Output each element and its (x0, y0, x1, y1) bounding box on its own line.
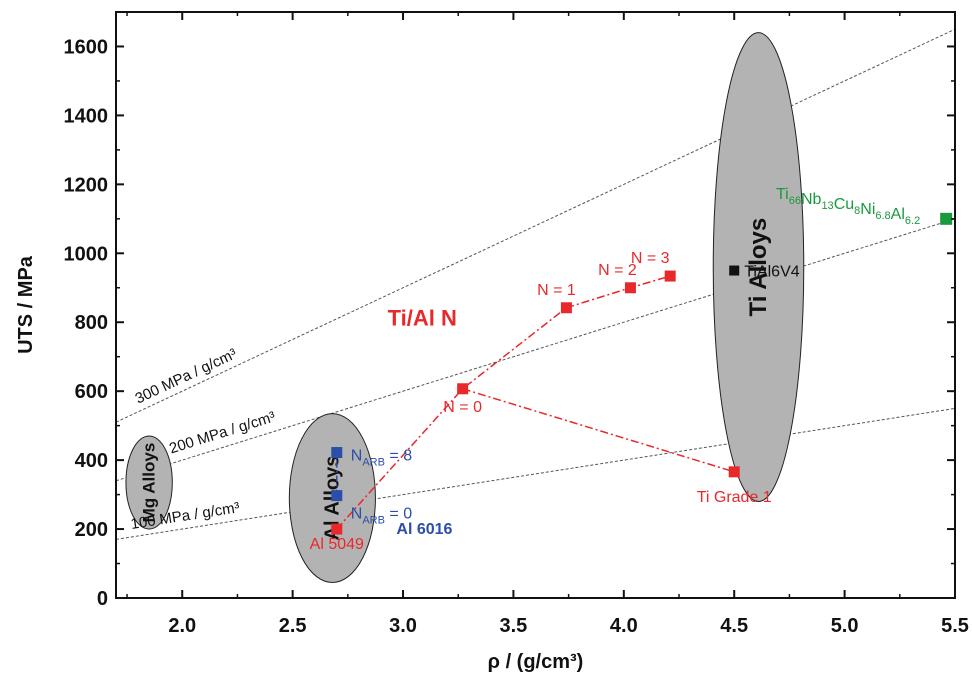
y-tick-label-0: 0 (97, 588, 108, 610)
x-axis-title: ρ / (g/cm³) (488, 651, 584, 673)
point-labels: Al 5049 N = 0 N = 1 N = 2N = 3 Ti Grade 1 NAR… (310, 186, 921, 553)
label-ti66-alloy: Ti66Nb13Cu8Ni6.8Al6.2 (776, 186, 920, 227)
point-ti-al-2 (560, 302, 572, 314)
y-tick-label-1: 200 (75, 519, 108, 541)
point-ti-grade-1 (728, 466, 740, 478)
x-tick-label-3: 3.5 (500, 615, 528, 637)
reference-line-3 (116, 28, 955, 423)
x-tick-label-2: 3.0 (389, 615, 417, 637)
y-tick-label-6: 1200 (64, 174, 109, 196)
reference-lines (116, 28, 955, 540)
label-tial6v4: TiAl6V4 (744, 264, 800, 281)
data-points (331, 212, 953, 535)
axes: 0 200 400 600 800 1000 1200 1400 1600 2.0 2.5 3.0 3.… (64, 11, 969, 637)
x-tick-label-1: 2.5 (279, 615, 307, 637)
label-ti-al-2: N = 1 (537, 282, 576, 299)
label-al-6016-1: NARB = 8 (351, 448, 412, 469)
plot-frame (115, 11, 956, 599)
label-ti-al-4: N = 3 (631, 250, 670, 267)
x-tick-label-7: 5.5 (941, 615, 969, 637)
point-ti-al-3 (624, 282, 636, 294)
reference-line-1 (116, 407, 955, 540)
y-axis-title: UTS / MPa (15, 255, 37, 354)
series-line-ti-grade-branch (462, 388, 735, 473)
y-tick-label-7: 1400 (64, 105, 109, 127)
y-tick-label-8: 1600 (64, 36, 109, 58)
x-tick-label-5: 4.5 (720, 615, 748, 637)
x-tick-label-6: 5.0 (831, 615, 859, 637)
label-al-6016: Al 6016 (396, 521, 452, 538)
label-ti-al-3: N = 2 (598, 262, 637, 279)
reference-line-label-2: 200 MPa / g/cm³ (167, 408, 277, 457)
label-ti-al-0: Al 5049 (310, 536, 364, 553)
point-ti-al-4 (664, 270, 676, 282)
y-tick-label-3: 600 (75, 381, 108, 403)
point-ti66-alloy (940, 212, 953, 225)
region-ti-alloys (712, 32, 805, 502)
x-tick-label-4: 4.0 (610, 615, 638, 637)
region-label-mg-alloys: Mg Alloys (140, 443, 159, 523)
point-ti-al-1 (457, 383, 469, 395)
x-tick-label-0: 2.0 (168, 615, 196, 637)
series-title-ti-al: Ti/Al N (388, 306, 457, 331)
label-al-6016-0: NARB = 0 (351, 506, 412, 527)
point-al-6016-0 (331, 490, 343, 502)
y-tick-label-5: 1000 (64, 243, 109, 265)
point-al-6016-1 (331, 447, 343, 459)
region-label-ti-alloys: Ti Alloys (745, 218, 772, 317)
y-tick-label-2: 400 (75, 450, 108, 472)
label-ti-al-1: N = 0 (443, 399, 482, 416)
label-ti-grade-1: Ti Grade 1 (697, 489, 772, 506)
point-tial6v4 (729, 265, 740, 276)
y-tick-label-4: 800 (75, 312, 108, 334)
region-mg-alloys (125, 435, 173, 530)
point-ti-al-0 (331, 523, 343, 535)
reference-line-2 (116, 218, 955, 482)
reference-line-label-3: 300 MPa / g/cm³ (133, 345, 240, 407)
